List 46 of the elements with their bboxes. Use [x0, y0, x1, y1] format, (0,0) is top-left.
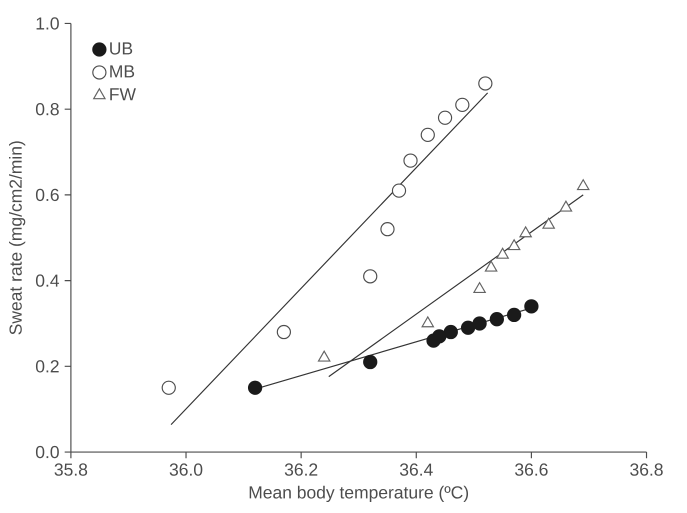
- point: [438, 110, 452, 125]
- point: [276, 324, 292, 340]
- legend-label: UB: [110, 42, 132, 55]
- y-tick-label: 0.0: [36, 446, 59, 458]
- x-tick-label: 36.6: [515, 463, 548, 476]
- point: [508, 239, 520, 250]
- x-tick-label: 36.8: [630, 463, 663, 476]
- point: [432, 329, 446, 344]
- point: [484, 260, 498, 272]
- point: [519, 226, 532, 238]
- y-tick-label: 0.4: [36, 274, 60, 287]
- y-tick-label: 0.8: [36, 102, 59, 116]
- legend-label: FW: [110, 88, 136, 100]
- point: [472, 316, 487, 331]
- y-axis-title: Sweat rate (mg/cm2/min): [9, 141, 26, 334]
- point: [363, 269, 378, 284]
- point: [455, 98, 470, 112]
- legend-label: MB: [110, 65, 134, 78]
- point: [460, 320, 476, 335]
- point: [473, 282, 486, 293]
- point: [506, 308, 522, 322]
- point: [444, 324, 458, 340]
- x-axis-title: Mean body temperature (ºC): [250, 486, 468, 502]
- y-tick-label: 1.0: [36, 17, 59, 30]
- x-tick-label: 35.8: [54, 463, 88, 476]
- point: [420, 128, 435, 142]
- point: [490, 312, 504, 326]
- point: [363, 354, 378, 370]
- x-tick-label: 36.4: [400, 463, 433, 476]
- point: [422, 316, 434, 328]
- y-tick-label: 0.6: [36, 188, 59, 202]
- point: [524, 299, 539, 314]
- point: [560, 200, 572, 212]
- point: [392, 183, 406, 198]
- point: [478, 76, 492, 91]
- x-tick-label: 36.2: [284, 463, 318, 476]
- point: [576, 179, 590, 190]
- point: [542, 218, 555, 229]
- point: [162, 380, 176, 395]
- point: [248, 380, 262, 395]
- point: [318, 350, 330, 362]
- point: [496, 248, 509, 259]
- point: [403, 153, 418, 168]
- y-tick-label: 0.2: [36, 360, 59, 372]
- point: [380, 222, 395, 236]
- x-tick-label: 36.0: [170, 463, 202, 476]
